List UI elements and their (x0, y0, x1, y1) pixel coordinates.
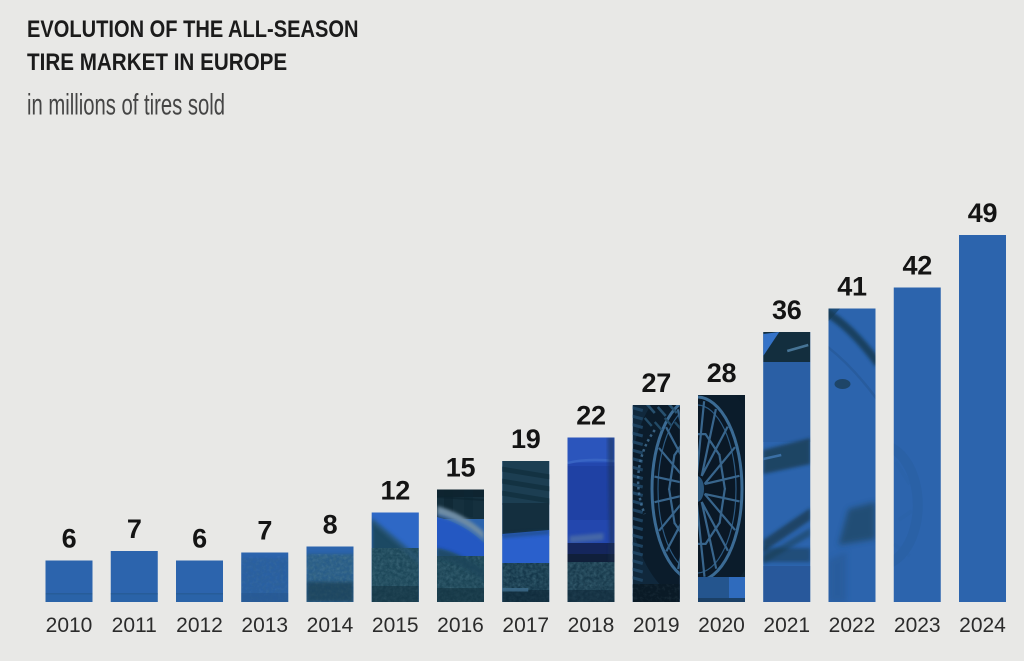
svg-text:27: 27 (642, 368, 671, 398)
svg-text:41: 41 (837, 272, 867, 302)
svg-text:2012: 2012 (176, 614, 223, 637)
svg-text:2014: 2014 (307, 614, 354, 637)
svg-text:2018: 2018 (568, 614, 615, 637)
svg-text:2024: 2024 (959, 614, 1006, 637)
svg-text:2020: 2020 (698, 614, 745, 637)
svg-text:2021: 2021 (763, 614, 810, 637)
svg-text:49: 49 (968, 198, 998, 228)
svg-text:6: 6 (192, 524, 207, 554)
svg-text:36: 36 (772, 295, 802, 325)
svg-text:7: 7 (257, 516, 272, 546)
svg-text:22: 22 (576, 401, 605, 431)
svg-text:2022: 2022 (829, 614, 876, 637)
svg-text:19: 19 (511, 424, 541, 454)
svg-text:EVOLUTION OF THE ALL-SEASON: EVOLUTION OF THE ALL-SEASON (27, 16, 359, 43)
svg-text:2013: 2013 (241, 614, 288, 637)
svg-text:2016: 2016 (437, 614, 484, 637)
svg-text:28: 28 (707, 358, 737, 388)
svg-text:in millions of tires sold: in millions of tires sold (27, 89, 225, 122)
svg-text:42: 42 (903, 251, 932, 281)
svg-text:2019: 2019 (633, 614, 680, 637)
svg-text:TIRE MARKET IN EUROPE: TIRE MARKET IN EUROPE (27, 49, 287, 76)
svg-text:2011: 2011 (112, 614, 157, 637)
svg-text:2015: 2015 (372, 614, 419, 637)
svg-text:8: 8 (323, 510, 338, 540)
svg-text:6: 6 (62, 524, 77, 554)
svg-text:2017: 2017 (502, 614, 549, 637)
svg-text:15: 15 (446, 453, 476, 483)
svg-text:12: 12 (381, 476, 410, 506)
svg-text:7: 7 (127, 514, 142, 544)
svg-text:2023: 2023 (894, 614, 941, 637)
svg-text:2010: 2010 (46, 614, 93, 637)
